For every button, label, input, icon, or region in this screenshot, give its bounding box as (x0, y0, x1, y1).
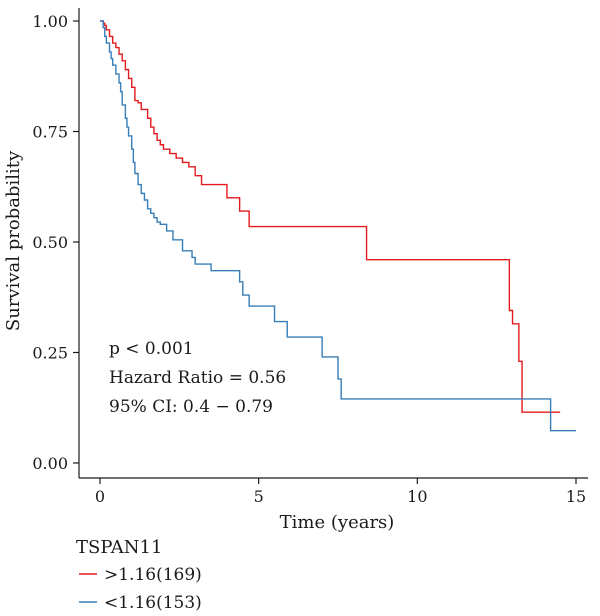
legend-label-high: >1.16(169) (104, 565, 202, 585)
legend: TSPAN11 >1.16(169) <1.16(153) (76, 537, 202, 613)
y-tick-label: 0.50 (32, 233, 68, 252)
stats-annotation: p < 0.001 Hazard Ratio = 0.56 95% CI: 0.… (109, 339, 286, 417)
survival-curves (100, 20, 576, 432)
y-tick-label: 1.00 (32, 12, 68, 31)
legend-title: TSPAN11 (76, 537, 162, 558)
y-axis-title: Survival probability (3, 150, 24, 331)
survival-curve-low (100, 20, 576, 432)
confidence-interval-label: 95% CI: 0.4 − 0.79 (109, 397, 273, 417)
axis-ticks: 0 5 10 15 0.00 0.25 0.50 0.75 1.00 (32, 12, 586, 506)
survival-curve-high (100, 20, 561, 413)
x-axis-title: Time (years) (280, 512, 395, 533)
x-tick-label: 0 (95, 487, 105, 506)
p-value-label: p < 0.001 (109, 339, 194, 359)
y-tick-label: 0.25 (32, 344, 68, 363)
plot-area: 0 5 10 15 0.00 0.25 0.50 0.75 1.00 (32, 8, 588, 506)
y-tick-label: 0.00 (32, 454, 68, 473)
hazard-ratio-label: Hazard Ratio = 0.56 (109, 368, 286, 388)
x-tick-label: 5 (254, 487, 264, 506)
x-tick-label: 10 (407, 487, 427, 506)
x-tick-label: 15 (566, 487, 586, 506)
y-tick-label: 0.75 (32, 123, 68, 142)
legend-label-low: <1.16(153) (104, 593, 202, 613)
